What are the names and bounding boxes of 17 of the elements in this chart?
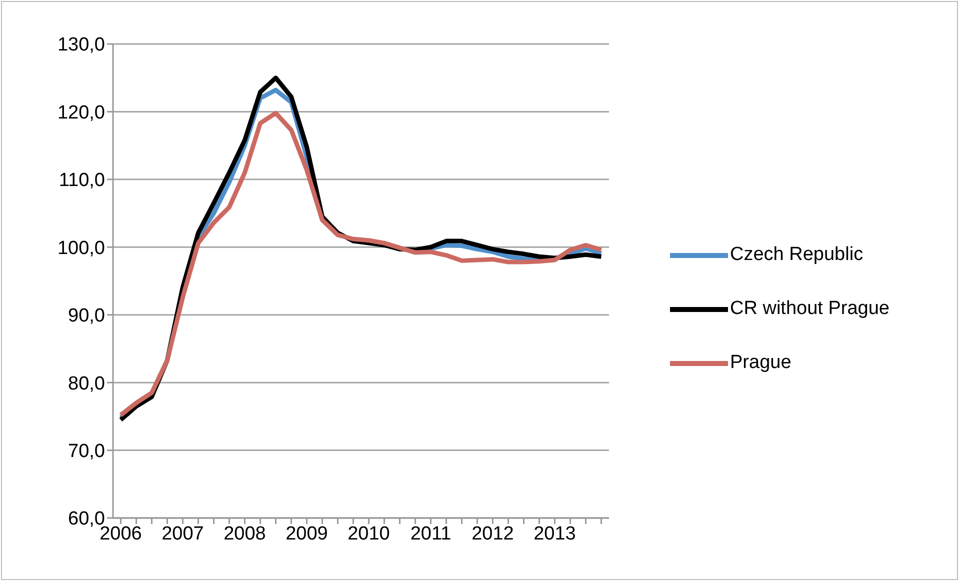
x-tick-label: 2011: [410, 523, 452, 544]
y-tick-label: 130,0: [57, 34, 105, 56]
x-tick-label: 2009: [286, 523, 328, 544]
x-tick-label: 2012: [472, 523, 514, 544]
legend-label: CR without Prague: [730, 297, 890, 321]
legend-label: Czech Republic: [730, 243, 864, 267]
legend-label: Prague: [730, 351, 792, 375]
y-tick-label: 110,0: [58, 170, 105, 192]
x-tick-label: 2013: [534, 523, 576, 544]
x-tick-label: 2007: [162, 523, 204, 544]
x-tick-label: 2008: [224, 523, 266, 544]
y-tick-label: 100,0: [57, 238, 105, 259]
x-tick-label: 2010: [348, 523, 390, 544]
y-tick-label: 120,0: [57, 102, 105, 124]
y-tick-label: 80,0: [68, 373, 105, 394]
y-tick-label: 90,0: [68, 306, 105, 327]
y-tick-label: 70,0: [68, 441, 105, 462]
